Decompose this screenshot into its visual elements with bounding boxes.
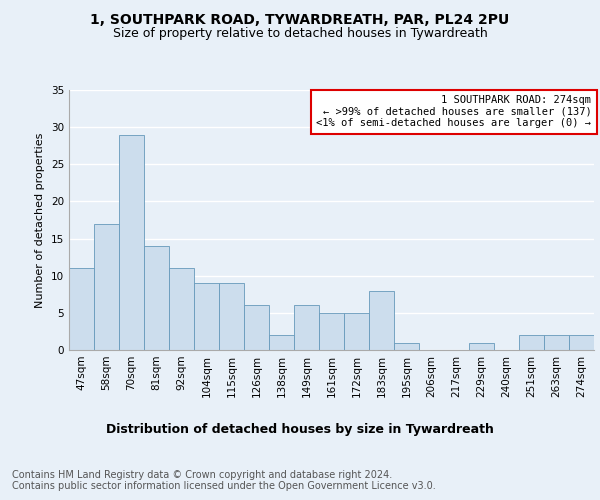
Bar (119, 134, 144, 350)
Bar (319, 313, 344, 350)
Bar (244, 306, 269, 350)
Bar (369, 290, 394, 350)
Bar (394, 342, 419, 350)
Bar (69, 268, 94, 350)
Text: 1, SOUTHPARK ROAD, TYWARDREATH, PAR, PL24 2PU: 1, SOUTHPARK ROAD, TYWARDREATH, PAR, PL2… (91, 12, 509, 26)
Text: Contains HM Land Registry data © Crown copyright and database right 2024.: Contains HM Land Registry data © Crown c… (12, 470, 392, 480)
Bar (194, 283, 219, 350)
Text: Distribution of detached houses by size in Tywardreath: Distribution of detached houses by size … (106, 422, 494, 436)
Text: 1 SOUTHPARK ROAD: 274sqm
← >99% of detached houses are smaller (137)
<1% of semi: 1 SOUTHPARK ROAD: 274sqm ← >99% of detac… (316, 95, 592, 128)
Bar (569, 335, 594, 350)
Bar (269, 335, 294, 350)
Bar (94, 224, 119, 350)
Bar (344, 313, 369, 350)
Bar (469, 342, 494, 350)
Text: Size of property relative to detached houses in Tywardreath: Size of property relative to detached ho… (113, 28, 487, 40)
Bar (144, 246, 169, 350)
Bar (544, 335, 569, 350)
Text: Contains public sector information licensed under the Open Government Licence v3: Contains public sector information licen… (12, 481, 436, 491)
Bar (294, 306, 319, 350)
Bar (169, 268, 194, 350)
Bar (219, 283, 244, 350)
Y-axis label: Number of detached properties: Number of detached properties (35, 132, 46, 308)
Bar (519, 335, 544, 350)
